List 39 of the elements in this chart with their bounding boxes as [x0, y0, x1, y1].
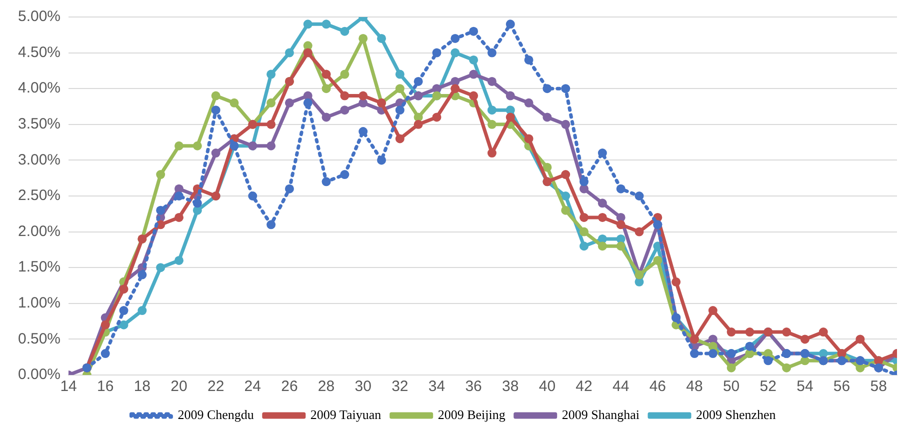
legend-label: 2009 Shanghai: [562, 406, 640, 422]
y-tick-label: 3.00%: [18, 151, 61, 168]
legend-label: 2009 Shenzhen: [696, 406, 776, 422]
x-tick-label: 56: [833, 378, 850, 396]
x-tick-label: 52: [760, 378, 776, 396]
legend-label: 2009 Beijing: [438, 406, 506, 422]
legend-label: 2009 Chengdu: [178, 406, 254, 422]
x-tick-label: 50: [722, 378, 740, 396]
y-tick-label: 0.00%: [18, 366, 61, 384]
x-tick-label: 20: [170, 378, 188, 396]
x-tick-label: 34: [428, 378, 446, 396]
x-tick-label: 58: [870, 378, 887, 396]
x-tick-label: 44: [612, 378, 630, 396]
x-tick-label: 48: [686, 378, 703, 396]
y-tick-label: 3.50%: [18, 116, 61, 133]
y-tick-label: 2.50%: [18, 187, 61, 204]
x-tick-label: 54: [796, 378, 814, 396]
y-tick-label: 5.00%: [18, 8, 61, 26]
x-tick-label: 32: [392, 378, 408, 396]
legend-label: 2009 Taiyuan: [310, 406, 382, 422]
y-tick-label: 2.00%: [18, 222, 61, 240]
x-tick-label: 42: [576, 378, 592, 396]
x-tick-label: 40: [538, 378, 556, 396]
x-tick-label: 22: [207, 378, 224, 396]
x-tick-label: 16: [97, 378, 114, 396]
x-tick-label: 18: [134, 378, 151, 396]
x-tick-label: 38: [502, 378, 519, 396]
x-tick-label: 46: [649, 378, 666, 396]
x-tick-label: 30: [354, 378, 372, 396]
y-tick-label: 0.50%: [18, 330, 61, 348]
x-tick-label: 28: [318, 378, 335, 396]
y-tick-label: 1.50%: [18, 258, 61, 276]
x-tick-label: 24: [244, 378, 261, 396]
x-tick-label: 14: [60, 378, 77, 396]
y-tick-label: 4.50%: [18, 44, 61, 61]
x-tick-label: 36: [465, 378, 482, 396]
y-tick-label: 1.00%: [18, 294, 61, 312]
y-tick-label: 4.00%: [18, 80, 61, 97]
x-tick-label: 26: [281, 378, 298, 396]
